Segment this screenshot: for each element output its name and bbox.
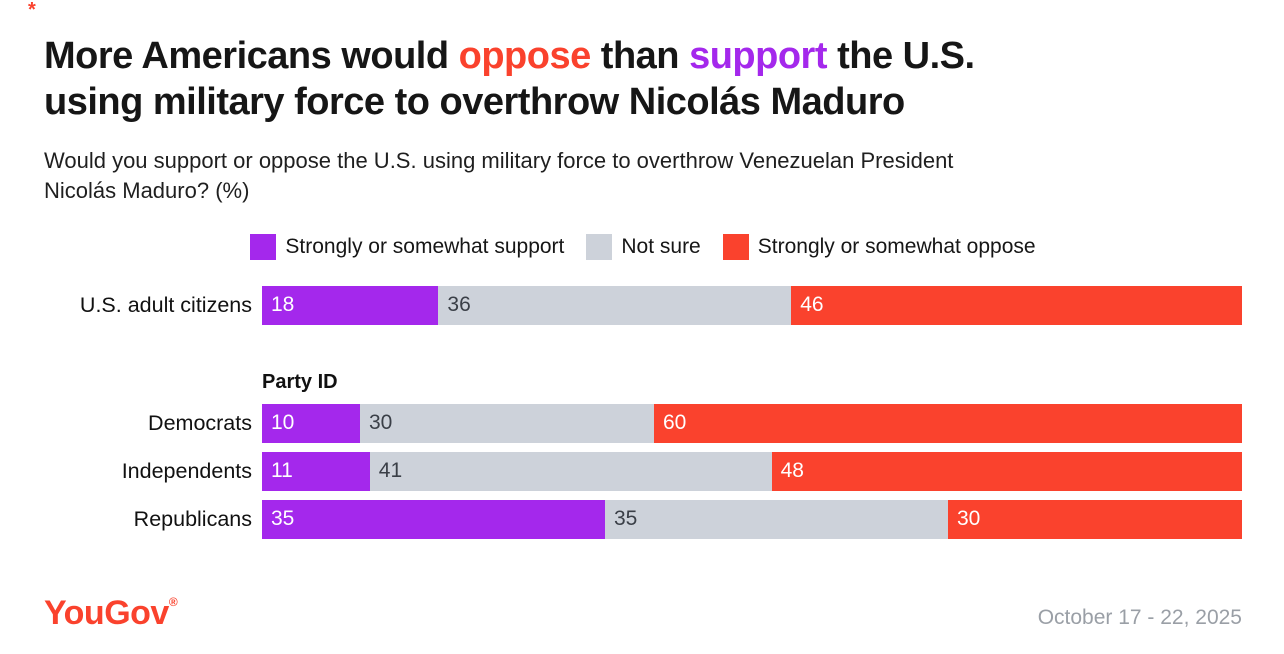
yougov-logo-text: YouGov <box>44 594 169 632</box>
legend-label-support: Strongly or somewhat support <box>285 234 565 258</box>
title-text-1: More Americans would <box>44 35 459 77</box>
footer: YouGov® October 17 - 22, 2025 <box>44 596 1242 630</box>
subtitle-line-1: Would you support or oppose the U.S. usi… <box>44 147 954 173</box>
subtitle-line-2: Nicolás Maduro? (%) <box>44 177 250 203</box>
legend-swatch-support <box>250 233 277 260</box>
chart-row: Democrats 10 30 60 <box>44 403 1242 443</box>
title-text-2: than <box>590 35 690 77</box>
bar-group: 11 41 48 <box>262 451 1242 491</box>
legend-swatch-not-sure <box>586 233 613 260</box>
legend-swatch-oppose <box>722 233 749 260</box>
bar-segment-oppose: 46 <box>791 285 1242 325</box>
bar-segment-oppose: 60 <box>654 403 1242 443</box>
bar-segment-support: 35 <box>262 499 605 539</box>
bar-segment-not-sure: 41 <box>369 451 772 491</box>
chart-row: U.S. adult citizens 18 36 46 <box>44 285 1242 325</box>
bar-segment-support: 11 <box>262 451 370 491</box>
title-support-word: support <box>689 35 828 77</box>
row-label: Republicans <box>133 506 252 531</box>
chart: U.S. adult citizens 18 36 46 Party ID Democra… <box>44 285 1242 539</box>
row-label: Democrats <box>148 410 252 435</box>
bar-group: 10 30 60 <box>262 403 1242 443</box>
row-label: U.S. adult citizens <box>79 292 252 317</box>
bar-group: 18 36 46 <box>262 285 1242 325</box>
page-title: More Americans would oppose than support… <box>44 34 1194 126</box>
title-text-4: using military force to overthrow Nicolá… <box>44 80 905 123</box>
legend-item-not-sure: Not sure <box>586 233 701 260</box>
title-text-3: the U.S. <box>827 35 975 77</box>
bar-segment-not-sure: 35 <box>605 499 948 539</box>
yougov-logo: YouGov® <box>44 594 178 632</box>
bar-segment-not-sure: 30 <box>360 403 654 443</box>
bar-segment-support: 18 <box>262 285 439 325</box>
chart-row: Republicans 35 35 30 <box>44 499 1242 539</box>
chart-row: Independents 11 41 48 <box>44 451 1242 491</box>
title-oppose-word: oppose <box>458 35 592 77</box>
legend-label-oppose: Strongly or somewhat oppose <box>757 234 1036 258</box>
legend-label-not-sure: Not sure <box>621 234 701 258</box>
row-label: Independents <box>121 458 252 483</box>
legend: Strongly or somewhat support Not sure Stro… <box>44 233 1242 260</box>
bar-segment-support: 10 <box>262 403 360 443</box>
legend-item-oppose: Strongly or somewhat oppose <box>722 233 1036 260</box>
chart-subtitle-question: Would you support or oppose the U.S. usi… <box>44 146 1124 206</box>
group-header-party-id: Party ID <box>262 370 338 393</box>
bar-segment-oppose: 48 <box>771 451 1242 491</box>
date-range: October 17 - 22, 2025 <box>1037 606 1242 629</box>
corner-asterisk: * <box>28 0 36 21</box>
legend-item-support: Strongly or somewhat support <box>250 233 565 260</box>
bar-segment-not-sure: 36 <box>438 285 792 325</box>
bar-group: 35 35 30 <box>262 499 1242 539</box>
registered-trademark-icon: ® <box>168 595 178 609</box>
bar-segment-oppose: 30 <box>948 499 1242 539</box>
